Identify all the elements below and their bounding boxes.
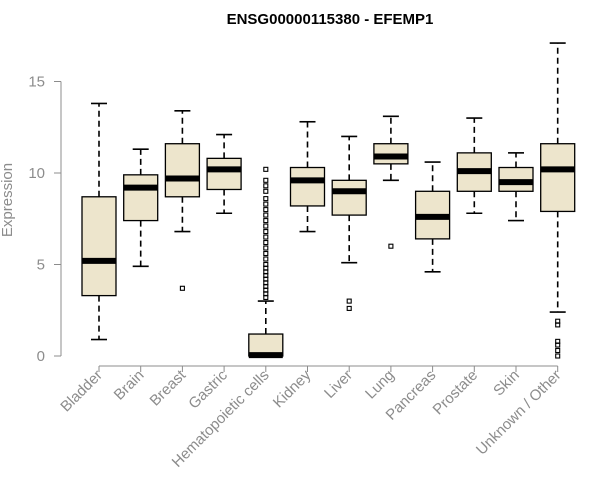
- box-body: [540, 143, 576, 213]
- outlier-point: [263, 261, 269, 268]
- y-tick-label: 0: [37, 348, 45, 365]
- x-tick-label: Kidney: [270, 366, 315, 411]
- y-tick-label: 5: [37, 257, 45, 274]
- outlier-point: [263, 239, 269, 246]
- box-group: [456, 117, 492, 215]
- outlier-point: [263, 207, 269, 213]
- outlier-point: [555, 347, 561, 354]
- outlier-point: [555, 338, 561, 344]
- outlier-point: [263, 250, 269, 257]
- outlier-point: [263, 201, 269, 207]
- outlier-point: [555, 353, 561, 359]
- chart-title: ENSG00000115380 - EFEMP1: [227, 11, 434, 28]
- outlier-point: [263, 188, 269, 194]
- box-group: [373, 115, 409, 249]
- box-body: [206, 157, 242, 191]
- x-tick-label: Bladder: [57, 367, 106, 416]
- box-group: [164, 109, 201, 291]
- outlier-point: [263, 234, 269, 240]
- outlier-point: [346, 298, 352, 304]
- box-group: [498, 152, 534, 222]
- boxes-layer: [81, 42, 576, 359]
- box-group: [123, 148, 159, 268]
- x-tick-label: Skin: [490, 367, 523, 400]
- outlier-point: [555, 318, 561, 324]
- box-body: [81, 196, 117, 297]
- outlier-point: [263, 218, 269, 224]
- box-group: [289, 120, 326, 233]
- box-body: [123, 174, 159, 222]
- box-group: [206, 133, 242, 215]
- outlier-point: [388, 243, 394, 249]
- y-axis-label: Expression: [0, 163, 16, 237]
- outlier-point: [263, 166, 269, 172]
- outlier-point: [263, 196, 269, 202]
- outlier-point: [263, 245, 269, 251]
- box-group: [81, 102, 117, 341]
- box-group: [414, 161, 451, 273]
- outlier-point: [346, 305, 352, 311]
- box-body: [331, 179, 367, 216]
- y-axis: 0 5 10 15: [28, 74, 62, 365]
- box-group: [540, 42, 576, 359]
- y-tick-label: 15: [28, 74, 45, 91]
- x-tick-label: Prostate: [430, 367, 482, 419]
- x-tick-label: Lung: [362, 367, 398, 403]
- outlier-point: [263, 223, 269, 229]
- outlier-point: [179, 285, 185, 291]
- box-body: [164, 143, 201, 198]
- outlier-point: [263, 256, 269, 262]
- y-tick-label: 10: [28, 165, 45, 182]
- x-tick-label: Liver: [321, 367, 356, 402]
- x-tick-label: Breast: [147, 366, 190, 409]
- x-tick-label: Brain: [111, 367, 148, 404]
- outlier-point: [263, 212, 269, 218]
- box-body: [289, 166, 326, 207]
- outlier-point: [263, 229, 269, 235]
- box-group: [331, 135, 367, 311]
- outlier-point: [263, 183, 269, 189]
- box-group: [248, 166, 284, 359]
- outlier-point: [263, 177, 269, 183]
